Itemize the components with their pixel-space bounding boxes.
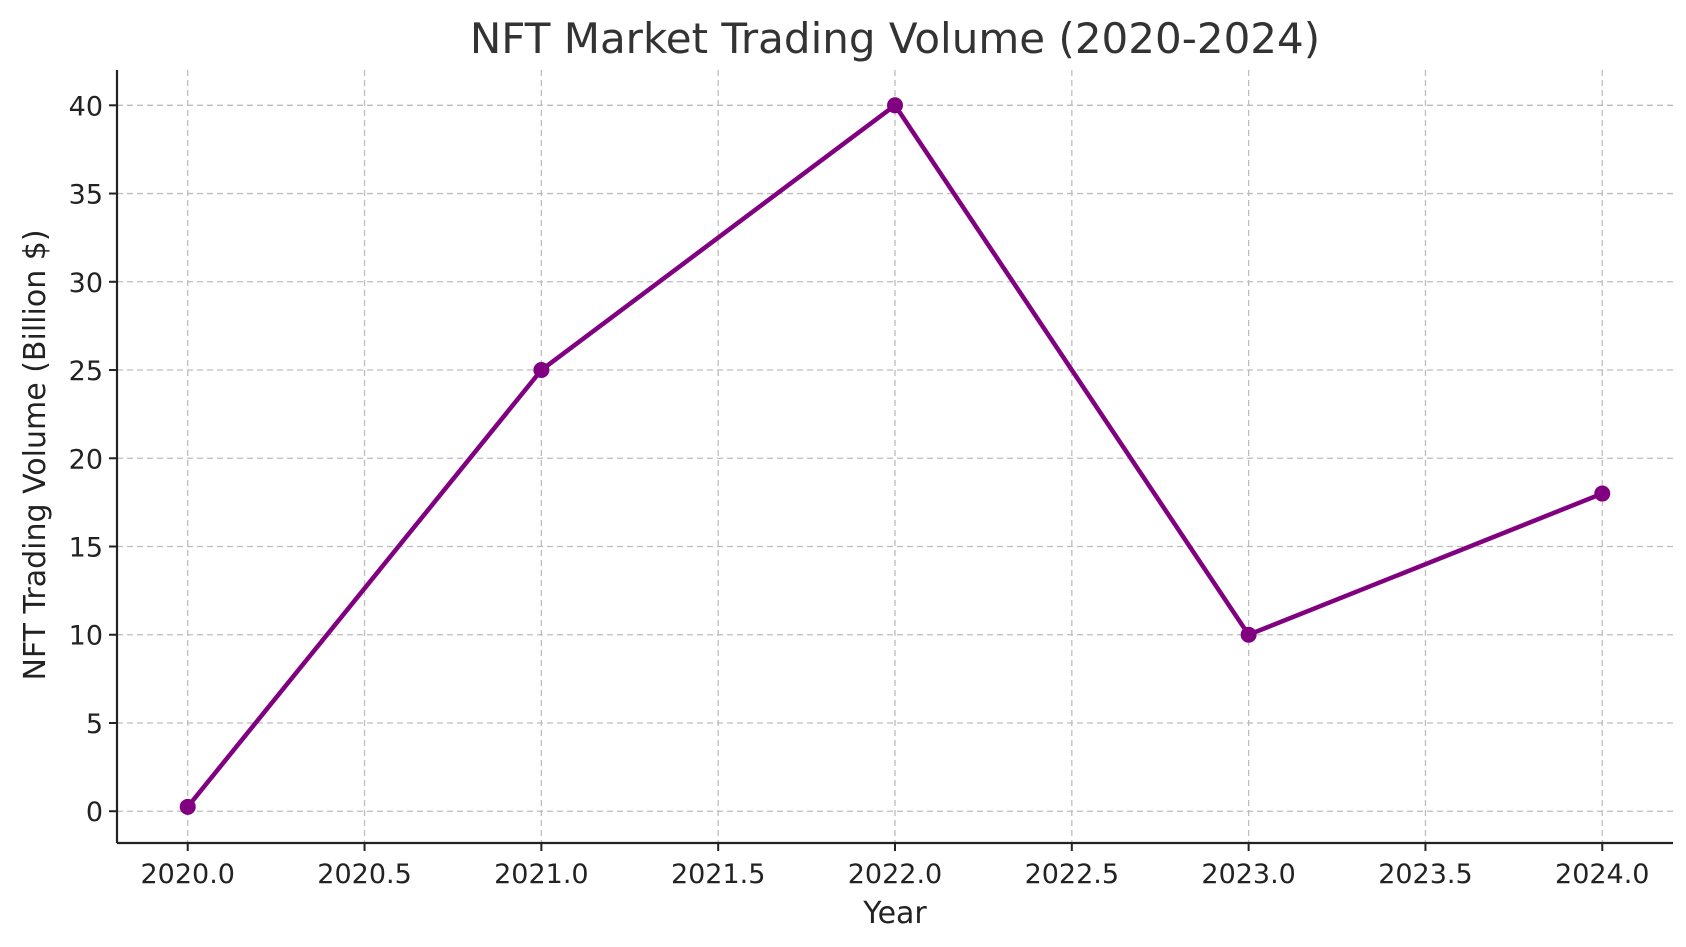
x-tick-label: 2023.0	[1201, 859, 1295, 890]
y-tick-label: 10	[69, 621, 103, 652]
x-tick-label: 2020.5	[317, 859, 411, 890]
y-tick-label: 40	[69, 91, 103, 122]
series	[179, 97, 1611, 815]
y-tick-label: 15	[69, 533, 103, 564]
x-tick-label: 2021.0	[494, 859, 588, 890]
data-point	[533, 362, 550, 379]
y-tick-label: 0	[86, 797, 103, 828]
x-tick-label: 2024.0	[1555, 859, 1649, 890]
data-point	[1240, 626, 1257, 643]
x-tick-label: 2022.0	[848, 859, 942, 890]
data-point	[179, 798, 196, 815]
chart-title: NFT Market Trading Volume (2020-2024)	[470, 14, 1320, 63]
x-axis-ticks: 2020.0 2020.5 2021.0 2021.5 2022.0 2022.5 2023…	[140, 843, 1650, 890]
x-tick-label: 2022.5	[1025, 859, 1119, 890]
y-tick-label: 30	[69, 268, 103, 299]
y-tick-label: 5	[86, 709, 103, 740]
x-tick-label: 2020.0	[140, 859, 234, 890]
data-point	[1594, 485, 1611, 502]
y-axis-label: NFT Trading Volume (Billion $)	[18, 229, 53, 680]
y-axis-ticks: 0 5 10 15 20 25 30 35 40	[69, 91, 117, 828]
y-tick-label: 35	[69, 180, 103, 211]
grid	[117, 70, 1673, 843]
y-tick-label: 20	[69, 444, 103, 475]
data-point	[887, 97, 903, 114]
y-tick-label: 25	[69, 356, 103, 387]
x-axis-label: Year	[862, 896, 927, 931]
x-tick-label: 2023.5	[1378, 859, 1472, 890]
x-tick-label: 2021.5	[671, 859, 765, 890]
